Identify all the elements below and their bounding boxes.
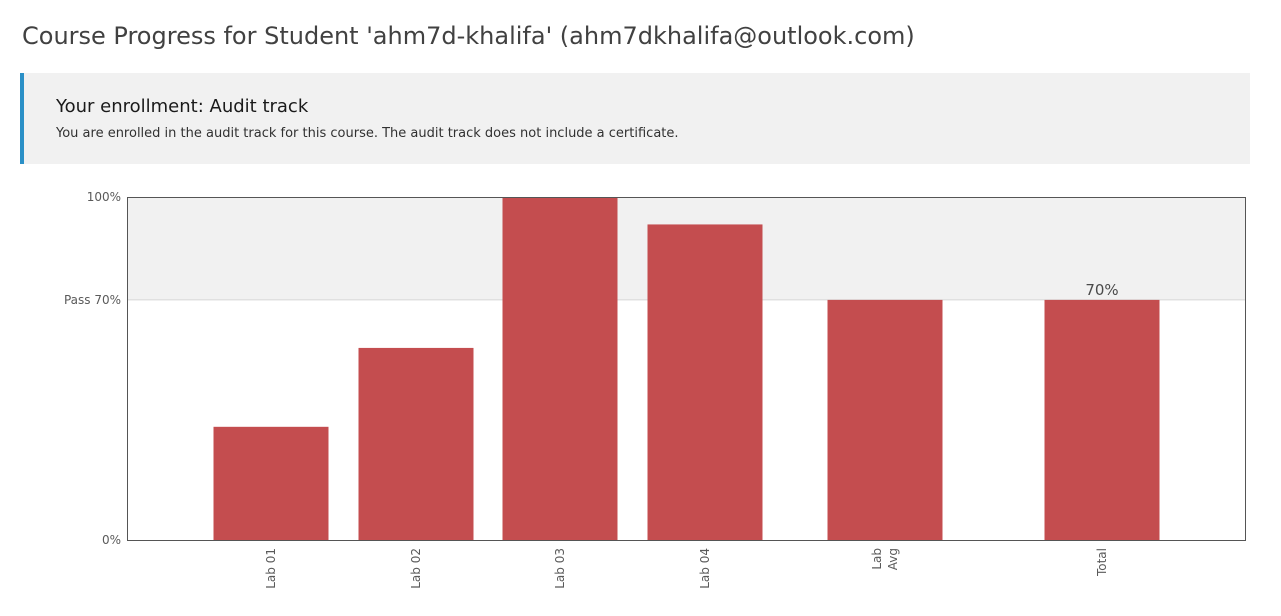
plot-frame [127, 197, 1246, 541]
x-tick-label: Avg [886, 548, 900, 570]
enrollment-notice: Your enrollment: Audit track You are enr… [20, 73, 1250, 164]
bar-lab-avg [827, 299, 943, 540]
y-tick-label: Pass 70% [64, 293, 121, 307]
enrollment-message: You are enrolled in the audit track for … [56, 126, 679, 141]
bar-lab-04 [647, 224, 763, 540]
x-tick-label: Lab [870, 548, 884, 570]
bar-lab-01 [213, 426, 329, 540]
x-tick-label: Lab 03 [553, 548, 567, 589]
x-tick-label: Lab 04 [698, 548, 712, 589]
data-label-total: 70% [1085, 281, 1118, 299]
y-tick-label: 100% [87, 190, 121, 204]
x-tick-label: Lab 01 [264, 548, 278, 589]
bar-lab-03 [502, 197, 618, 540]
y-tick-label: 0% [102, 533, 121, 547]
bar-lab-02 [358, 347, 474, 540]
page-title: Course Progress for Student 'ahm7d-khali… [22, 22, 915, 50]
enrollment-title: Your enrollment: Audit track [56, 96, 309, 117]
x-tick-label: Lab 02 [409, 548, 423, 589]
bar-total [1044, 299, 1160, 540]
x-tick-label: Total [1095, 548, 1109, 577]
